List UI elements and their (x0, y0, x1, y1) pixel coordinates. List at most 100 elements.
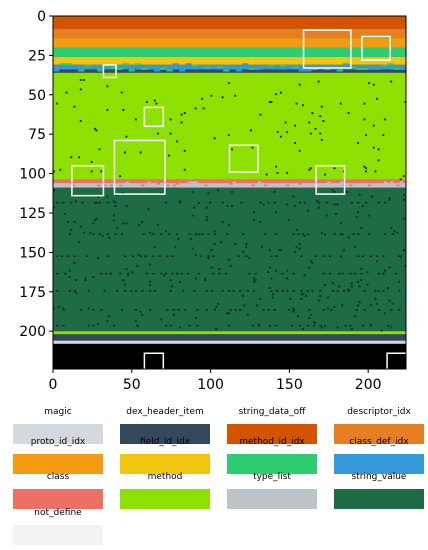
texture-dash (306, 290, 309, 292)
texture-dot (168, 154, 170, 157)
texture-edge (185, 184, 189, 187)
texture-dash (267, 201, 270, 204)
texture-edge (141, 68, 148, 70)
texture-dot (268, 324, 271, 327)
texture-dot (242, 250, 244, 253)
texture-dot (204, 279, 207, 282)
plot-frame (52, 15, 407, 370)
texture-dot (125, 205, 128, 207)
legend-item-class-def-idx: class_def_idx (334, 436, 424, 476)
texture-dot (366, 283, 369, 286)
texture-dash (355, 309, 358, 311)
texture-dot (259, 220, 262, 223)
texture-dash (169, 324, 172, 327)
texture-dot (391, 302, 394, 305)
y-tick-label: 25 (28, 48, 46, 64)
texture-edge (292, 66, 299, 69)
texture-dash (224, 272, 227, 275)
texture-dot (295, 102, 298, 105)
texture-dot (139, 310, 142, 313)
texture-dash (144, 255, 147, 257)
texture-dash (344, 324, 347, 327)
x-axis: 0 50 100 150 200 (49, 369, 382, 393)
texture-dot (372, 83, 375, 86)
texture-dash (357, 255, 360, 257)
legend-item-method-id-idx: method_id_idx (227, 436, 317, 476)
texture-dot (98, 148, 101, 151)
legend-swatch (120, 489, 210, 509)
texture-dot (374, 290, 377, 293)
texture-dot (350, 328, 353, 330)
texture-dash (398, 290, 401, 292)
texture-dot (402, 194, 405, 196)
texture-dash (199, 255, 202, 257)
texture-dot (210, 266, 213, 269)
texture-dash (153, 290, 157, 292)
texture-dot (333, 167, 336, 170)
texture-dash (237, 255, 240, 257)
texture-dot (358, 194, 361, 196)
texture-edge (185, 63, 192, 66)
texture-dot (119, 175, 122, 178)
legend-item-proto-id-idx: proto_id_idx (13, 436, 103, 476)
texture-dot (399, 255, 402, 258)
texture-dot (325, 214, 328, 217)
texture-dot (242, 294, 244, 297)
texture-dash (227, 324, 231, 327)
texture-dot (320, 105, 323, 108)
texture-dash (298, 324, 302, 327)
texture-dash (145, 272, 149, 275)
texture-dot (234, 242, 237, 245)
texture-dot (216, 302, 219, 305)
texture-dot (180, 121, 183, 124)
texture-edge (179, 69, 186, 72)
texture-dash (290, 324, 294, 327)
texture-dash (387, 324, 390, 327)
texture-dash (136, 324, 139, 327)
texture-dash (62, 201, 65, 204)
texture-dot (254, 279, 257, 282)
texture-dot (100, 170, 103, 173)
texture-edge (402, 183, 406, 185)
texture-dot (78, 156, 81, 159)
texture-dot (275, 269, 278, 272)
texture-dot (322, 120, 325, 122)
texture-dot (70, 228, 73, 231)
texture-dot (278, 249, 281, 252)
texture-dash (166, 255, 169, 257)
region-class (53, 179, 406, 184)
texture-dot (387, 287, 389, 289)
texture-dot (341, 304, 344, 307)
texture-edge (380, 64, 388, 67)
texture-dash (259, 201, 262, 204)
texture-dot (292, 310, 295, 313)
texture-dot (292, 195, 295, 198)
texture-dot (338, 285, 341, 288)
texture-dot (155, 102, 158, 105)
texture-dash (286, 290, 289, 292)
texture-dot (295, 246, 298, 248)
texture-dot (374, 170, 377, 173)
texture-dot (314, 127, 317, 130)
texture-dot (402, 198, 405, 201)
texture-dot (65, 91, 68, 94)
texture-dot (327, 296, 330, 299)
texture-dot (324, 233, 326, 236)
highlight-box (386, 352, 406, 369)
texture-dot (402, 175, 405, 178)
legend-item-field-id-idx: field_id_idx (120, 436, 210, 476)
texture-dot (253, 280, 256, 283)
texture-dot (79, 79, 82, 81)
texture-dot (157, 132, 159, 135)
texture-edge (390, 181, 394, 184)
texture-dash (164, 201, 168, 204)
texture-dash (352, 233, 355, 235)
texture-dot (372, 146, 375, 149)
legend-swatch (13, 489, 103, 509)
texture-dash (116, 290, 119, 292)
texture-dot (388, 198, 391, 201)
texture-dot (220, 241, 222, 244)
texture-dot (383, 118, 386, 121)
texture-dot (108, 236, 111, 239)
y-tick-label: 175 (19, 285, 46, 301)
